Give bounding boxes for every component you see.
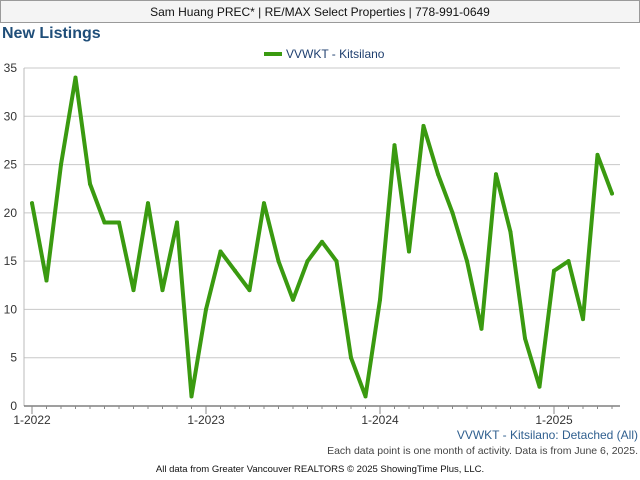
data-point [407, 249, 411, 254]
x-tick-label: 1-2022 [13, 413, 51, 427]
data-point [73, 75, 78, 80]
data-point [537, 384, 542, 389]
data-point [581, 317, 585, 322]
data-point [479, 326, 484, 331]
footer-note: Each data point is one month of activity… [327, 445, 638, 457]
data-point [218, 249, 223, 254]
footer-source: All data from Greater Vancouver REALTORS… [155, 464, 485, 475]
data-point [421, 123, 426, 128]
data-point [247, 288, 252, 293]
data-point [44, 278, 49, 283]
legend-label: VVWKT - Kitsilano [286, 47, 385, 61]
y-tick-label: 10 [4, 302, 18, 316]
series-layer [30, 75, 614, 399]
y-tick-label: 0 [10, 399, 17, 413]
y-tick-label: 20 [4, 206, 18, 220]
data-point [102, 220, 107, 225]
data-point [334, 259, 339, 264]
data-point [523, 336, 527, 341]
data-point [276, 259, 281, 264]
data-point [363, 394, 368, 399]
data-point [262, 201, 266, 206]
data-point [595, 152, 600, 157]
data-point [566, 259, 571, 264]
y-tick-label: 15 [4, 254, 18, 268]
y-tick-label: 35 [4, 61, 18, 75]
data-point [59, 162, 63, 167]
data-point [233, 268, 237, 273]
axis-layer: 0 5 10 15 20 25 30 35 1-2022 1-2023 1-2024 1-2025 [4, 61, 620, 427]
data-point [117, 220, 121, 225]
agent-header-bar: Sam Huang PREC* | RE/MAX Select Properti… [0, 0, 640, 23]
data-point [508, 230, 513, 235]
data-point [204, 307, 208, 312]
data-point [450, 210, 455, 215]
data-point [494, 172, 498, 177]
data-point [131, 288, 136, 293]
line-chart: 0 5 10 15 20 25 30 35 1-2022 1-2023 1-2024 1-2025 V… [4, 47, 620, 427]
data-point [146, 201, 150, 206]
y-tick-label: 25 [4, 158, 18, 172]
section-title: New Listings [2, 25, 101, 42]
grid-layer [24, 67, 620, 407]
y-tick-label: 5 [10, 351, 17, 365]
data-point [88, 181, 92, 186]
data-point [320, 239, 324, 244]
x-tick-label: 1-2023 [187, 413, 225, 427]
y-tick-label: 30 [4, 109, 18, 123]
data-point [610, 191, 614, 196]
data-point [465, 259, 469, 264]
data-point [349, 355, 353, 360]
data-point [436, 172, 440, 177]
data-point [552, 268, 556, 273]
data-point [392, 143, 397, 148]
footer-series-label: VVWKT - Kitsilano: Detached (All) [456, 428, 638, 442]
data-point [378, 297, 382, 302]
legend: VVWKT - Kitsilano [264, 47, 385, 61]
agent-header-text: Sam Huang PREC* | RE/MAX Select Properti… [150, 4, 490, 19]
data-point [160, 288, 165, 293]
data-point [30, 201, 34, 206]
x-tick-label: 1-2025 [535, 413, 573, 427]
series-line [30, 75, 614, 399]
x-tick-label: 1-2024 [361, 413, 399, 427]
data-point [305, 259, 310, 264]
data-point [175, 220, 179, 225]
data-point [291, 297, 295, 302]
data-point [189, 394, 194, 399]
